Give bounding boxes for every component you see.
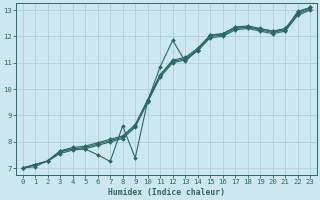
X-axis label: Humidex (Indice chaleur): Humidex (Indice chaleur) bbox=[108, 188, 225, 197]
